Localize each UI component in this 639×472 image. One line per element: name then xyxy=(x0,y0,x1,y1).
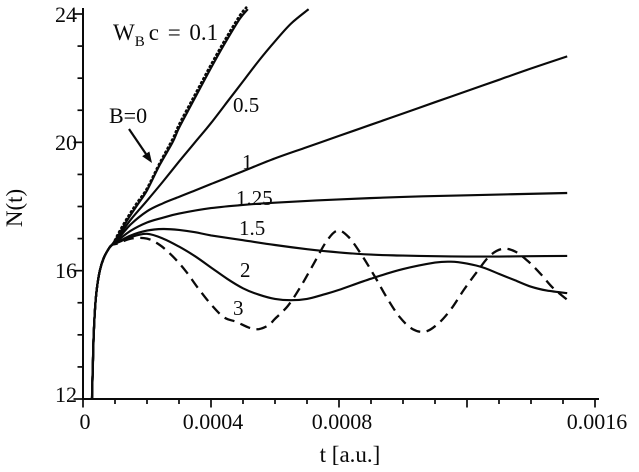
curve-wbc3 xyxy=(90,229,572,400)
y-tick-label-20: 20 xyxy=(55,130,77,155)
curve-wbc2 xyxy=(90,232,568,400)
curve-b0 xyxy=(90,8,249,400)
curve-wbc125 xyxy=(90,191,568,400)
x-tick-label-0008: 0.0008 xyxy=(312,409,373,434)
wbc-equation-label: WB c = 0.1 xyxy=(113,20,218,50)
x-axis-title: t [a.u.] xyxy=(320,442,381,467)
y-tick-label-12: 12 xyxy=(55,382,77,407)
y-tick-label-24: 24 xyxy=(55,2,77,27)
wbc-subscript: B xyxy=(135,34,145,50)
wbc-base: W xyxy=(113,20,135,45)
curve-label-3: 3 xyxy=(233,296,244,320)
curve-label-2: 2 xyxy=(240,258,251,282)
curve-wbc15 xyxy=(90,227,568,400)
curve-label-125: 1.25 xyxy=(236,186,273,210)
b0-curve-label: B=0 xyxy=(109,103,147,128)
b0-arrow xyxy=(128,128,152,163)
x-tick-label-0004: 0.0004 xyxy=(183,409,244,434)
y-tick-label-16: 16 xyxy=(55,258,77,283)
curve-wbc01 xyxy=(113,6,248,242)
y-axis-title: N(t) xyxy=(2,189,27,227)
curve-label-05: 0.5 xyxy=(233,93,259,117)
curve-wbc05 xyxy=(90,8,310,400)
curve-label-15: 1.5 xyxy=(239,216,265,240)
axis-ticks xyxy=(73,13,596,408)
x-tick-label-0: 0 xyxy=(80,409,91,434)
x-tick-label-0016: 0.0016 xyxy=(567,409,628,434)
curve-label-1: 1 xyxy=(242,150,253,174)
arrow-head-icon xyxy=(142,151,152,163)
arrow-shaft xyxy=(128,128,147,155)
wbc-rest: c = 0.1 xyxy=(149,20,218,45)
curve-wbc1 xyxy=(90,55,568,400)
curves-group xyxy=(90,6,572,400)
